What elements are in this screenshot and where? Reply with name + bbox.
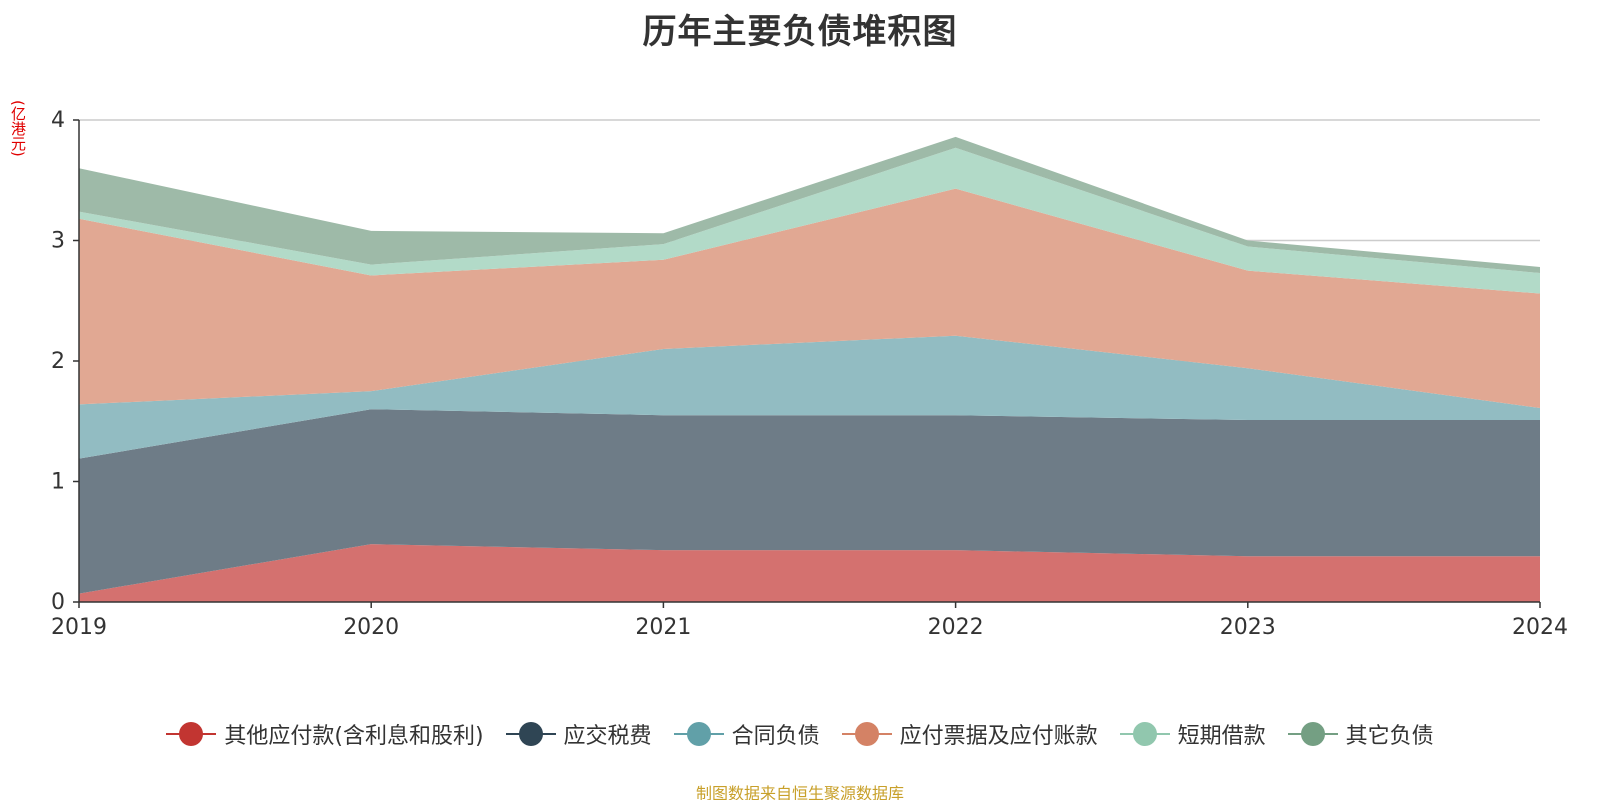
x-tick-label: 2019 [51, 615, 107, 640]
legend-label: 其它负债 [1345, 724, 1434, 749]
legend-marker-dot [686, 722, 711, 746]
series-area-4 [79, 147, 1540, 294]
y-axis-unit-label: (亿港元) [9, 100, 27, 157]
series-area-1 [79, 409, 1540, 594]
legend-item[interactable]: 合同负债 [673, 718, 820, 750]
legend-label: 合同负债 [731, 724, 820, 749]
x-tick-label: 2022 [928, 615, 984, 640]
chart-title: 历年主要负债堆积图 [642, 12, 958, 52]
legend-marker-icon [505, 722, 556, 746]
x-tick-label: 2023 [1220, 615, 1276, 640]
legend-marker-icon [841, 722, 892, 746]
y-tick-label: 0 [51, 590, 65, 615]
legend-marker-dot [854, 722, 879, 746]
legend-marker-dot [518, 722, 543, 746]
legend-item[interactable]: 短期借款 [1119, 718, 1266, 750]
series-area-3 [79, 188, 1540, 408]
legend-marker-dot [179, 722, 204, 746]
y-tick-label: 3 [51, 229, 65, 254]
chart-legend: 其他应付款(含利息和股利) 应交税费 合同负债 应付票据及应付账款 短期借款 其它负债 [0, 718, 1600, 750]
source-note: 制图数据来自恒生聚源数据库 [695, 784, 904, 800]
x-tick-label: 2024 [1512, 615, 1568, 640]
legend-marker-icon [166, 722, 217, 746]
legend-label: 应付票据及应付账款 [899, 724, 1098, 749]
legend-marker-icon [673, 722, 724, 746]
stacked-area-chart: 0 1 2 3 4 2019 2020 2021 2022 2023 2024 [51, 108, 1568, 640]
y-tick-label: 4 [51, 108, 65, 133]
series-area-0 [79, 544, 1540, 602]
legend-item[interactable]: 应付票据及应付账款 [841, 718, 1098, 750]
legend-item[interactable]: 其它负债 [1287, 718, 1434, 750]
legend-marker-dot [1132, 722, 1157, 746]
legend-item[interactable]: 应交税费 [505, 718, 652, 750]
legend-marker-icon [1119, 722, 1170, 746]
legend-item[interactable]: 其他应付款(含利息和股利) [166, 718, 484, 750]
x-tick-label: 2020 [343, 615, 399, 640]
legend-label: 其他应付款(含利息和股利) [224, 724, 484, 749]
x-tick-label: 2021 [635, 615, 691, 640]
series-area-2 [79, 335, 1540, 459]
legend-label: 应交税费 [563, 724, 652, 749]
legend-label: 短期借款 [1177, 724, 1266, 749]
y-tick-label: 2 [51, 349, 65, 374]
y-tick-label: 1 [51, 470, 65, 495]
legend-marker-dot [1300, 722, 1325, 746]
series-area-5 [79, 136, 1540, 274]
legend-marker-icon [1287, 722, 1338, 746]
